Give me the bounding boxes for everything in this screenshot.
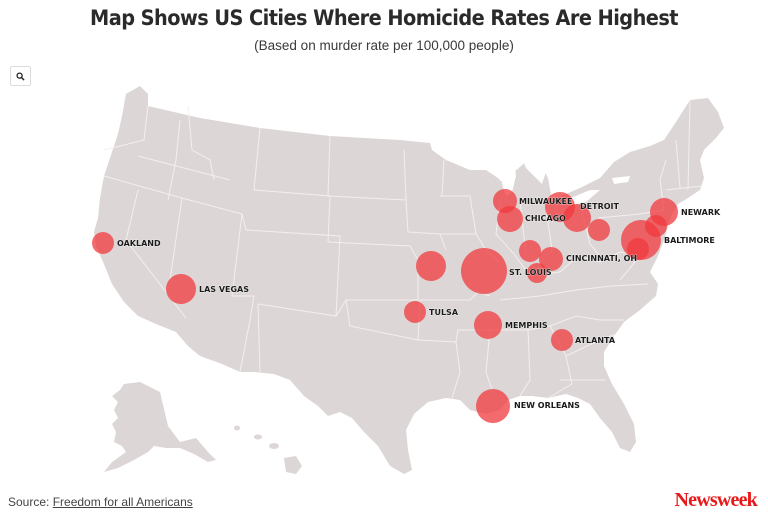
land [94,86,724,474]
lake-huron [522,158,546,184]
lake-erie [566,190,600,206]
city-label: CINCINNATI, OH [566,254,637,263]
city-bubble[interactable] [539,247,563,271]
city-bubble[interactable] [519,240,541,262]
city-label: MILWAUKEE [519,197,572,206]
hawaii-oahu [254,434,262,440]
city-label: CHICAGO [525,214,566,223]
city-bubble[interactable] [474,311,502,339]
lake-superior [458,132,514,156]
city-bubble[interactable] [461,248,507,294]
chart-subtitle: (Based on murder rate per 100,000 people… [254,38,514,53]
city-bubble[interactable] [527,263,547,283]
source-prefix: Source: [8,495,53,509]
city-label: DETROIT [580,202,620,211]
source-line: Source: Freedom for all Americans [8,495,193,509]
city-label: OAKLAND [117,239,161,248]
city-bubble[interactable] [92,232,114,254]
city-bubble[interactable] [551,329,573,351]
city-labels: OAKLAND LAS VEGAS TULSA ST. LOUIS MEMPHIS NEW… [117,197,722,411]
city-bubble[interactable] [476,389,510,423]
city-bubble[interactable] [416,251,446,281]
city-label: LAS VEGAS [199,285,249,294]
lake-ontario [612,176,630,184]
city-bubble[interactable] [588,219,610,241]
city-label: NEW ORLEANS [514,401,580,410]
city-label: TULSA [429,308,459,317]
city-label: ST. LOUIS [509,268,552,277]
lake-michigan [502,158,516,196]
search-icon [16,71,25,81]
chart-title: Map Shows US Cities Where Homicide Rates… [90,6,678,30]
city-label: NEWARK [681,208,721,217]
zoom-button[interactable] [10,66,31,86]
contiguous-us [94,86,724,474]
city-label: ATLANTA [575,336,616,345]
source-link[interactable]: Freedom for all Americans [52,495,193,509]
great-lakes [458,132,630,206]
hawaii-big-island [284,456,302,474]
hawaii-kauai [234,425,240,431]
city-bubble[interactable] [650,198,678,226]
hawaii-maui [269,443,279,449]
city-bubble[interactable] [563,204,591,232]
city-label: MEMPHIS [505,321,548,330]
state-borders [103,99,703,399]
city-bubble[interactable] [627,238,649,260]
city-bubbles [92,189,678,423]
city-label: BALTIMORE [664,236,715,245]
newsweek-logo: Newsweek [674,489,758,511]
alaska [104,382,216,472]
city-bubble[interactable] [404,301,426,323]
city-bubble[interactable] [166,274,196,304]
city-bubble[interactable] [497,206,523,232]
